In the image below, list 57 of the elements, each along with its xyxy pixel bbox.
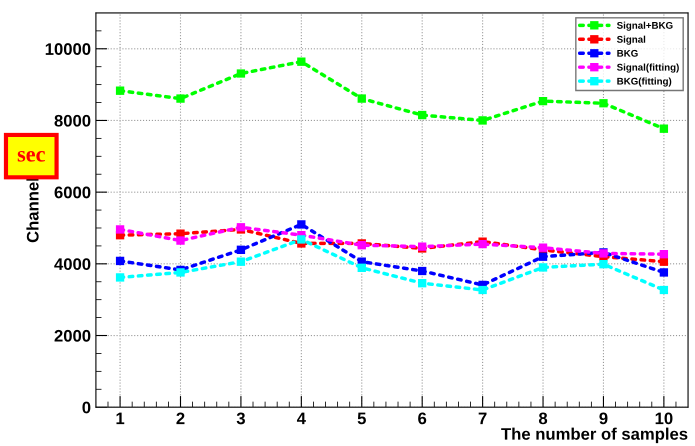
y-tick-label: 6000 xyxy=(54,186,90,198)
x-tick-label: 4 xyxy=(296,412,306,424)
legend-label: BKG xyxy=(617,50,638,57)
point xyxy=(660,250,668,258)
point xyxy=(358,94,366,103)
point xyxy=(236,223,246,232)
text: sec xyxy=(18,150,45,162)
y-tick-label: 2000 xyxy=(54,330,90,342)
legend-label: Signal xyxy=(616,36,646,45)
point xyxy=(418,110,426,120)
point xyxy=(236,246,246,254)
point xyxy=(358,264,366,272)
x-tick-label: 3 xyxy=(236,412,245,424)
point xyxy=(116,273,124,282)
point xyxy=(297,235,306,244)
point xyxy=(538,263,548,272)
point xyxy=(538,244,548,252)
x-tick-label: 2 xyxy=(176,412,184,424)
x-tick-label: 6 xyxy=(418,412,426,424)
y-tick-label: 0 xyxy=(82,402,90,414)
point xyxy=(236,258,246,266)
x-tick-label: 1 xyxy=(116,412,124,424)
point xyxy=(176,236,185,245)
point xyxy=(418,266,426,276)
legend-label: Signal+BKG xyxy=(616,22,673,31)
point xyxy=(297,220,306,229)
point xyxy=(660,124,668,133)
point xyxy=(478,286,487,294)
y-axis-title: Channel xyxy=(26,178,39,242)
point xyxy=(478,116,487,125)
point xyxy=(599,99,608,108)
x-tick-label: 9 xyxy=(599,412,608,424)
point xyxy=(478,240,487,248)
x-tick-label: 5 xyxy=(358,412,366,424)
legend-label: Signal(fitting) xyxy=(616,64,679,73)
point xyxy=(176,94,185,103)
legend-label: BKG(fitting) xyxy=(617,78,672,87)
point xyxy=(236,69,246,78)
x-tick-label: 8 xyxy=(538,412,548,424)
x-tick-label: 7 xyxy=(478,412,487,424)
y-tick-label: 8000 xyxy=(54,114,90,127)
x-tick-label: 10 xyxy=(656,412,672,424)
point xyxy=(538,252,548,261)
point xyxy=(176,268,185,277)
y-tick-label: 10000 xyxy=(46,43,90,55)
point xyxy=(660,258,668,266)
point xyxy=(538,96,548,106)
point xyxy=(116,256,124,266)
point xyxy=(297,58,306,66)
y-tick-label: 4000 xyxy=(54,258,90,270)
point xyxy=(599,260,608,268)
x-axis-title: The number of samples xyxy=(501,428,688,444)
point xyxy=(116,86,124,95)
point xyxy=(660,286,668,294)
point xyxy=(418,279,426,288)
point xyxy=(116,225,124,234)
point xyxy=(660,268,668,277)
